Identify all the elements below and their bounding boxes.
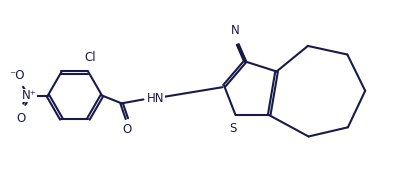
Text: O: O xyxy=(123,123,132,136)
Text: Cl: Cl xyxy=(85,51,96,64)
Text: N: N xyxy=(231,24,240,37)
Text: N⁺: N⁺ xyxy=(22,89,37,102)
Text: S: S xyxy=(229,122,237,135)
Text: O: O xyxy=(16,112,25,125)
Text: HN: HN xyxy=(147,92,165,105)
Text: ⁻O: ⁻O xyxy=(9,69,25,82)
